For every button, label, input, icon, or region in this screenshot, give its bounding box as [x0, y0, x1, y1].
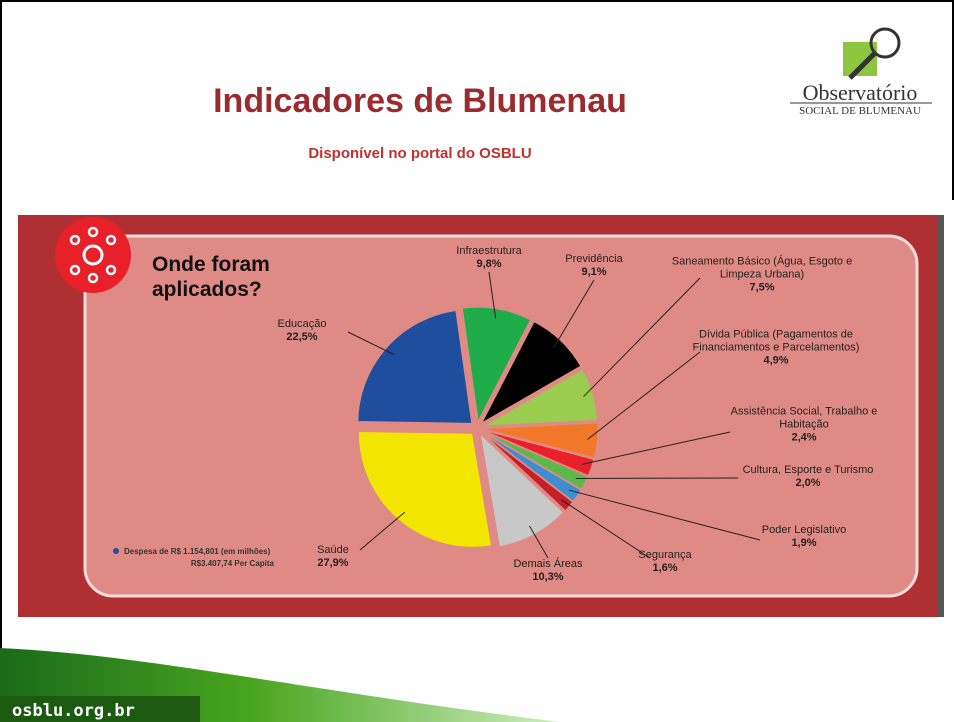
- slice-value: 10,3%: [532, 571, 564, 583]
- chart-title: Onde foram aplicados?: [152, 253, 270, 301]
- logo-subtitle: SOCIAL DE BLUMENAU: [799, 105, 921, 117]
- slice-name: Assistência Social, Trabalho e Habitação: [730, 405, 878, 431]
- leader-line: [581, 431, 731, 465]
- slice-name: Infraestrutura: [456, 245, 522, 257]
- slice-name: Saneamento Básico (Água, Esgoto e Limpez…: [671, 255, 853, 281]
- pie-slice: [482, 430, 589, 490]
- footer-url: osblu.org.br: [12, 701, 135, 721]
- slice-name: Cultura, Esporte e Turismo: [742, 464, 874, 476]
- slice-label: Assistência Social, Trabalho e Habitação…: [719, 406, 889, 445]
- slice-label: Dívida Pública (Pagamentos de Financiame…: [681, 329, 871, 368]
- chart-note: Despesa de R$ 1.154,801 (em milhões): [124, 547, 271, 556]
- slide-title: Indicadores de Blumenau: [213, 82, 627, 120]
- slice-value: 2,4%: [791, 431, 817, 444]
- slice-value: 4,9%: [763, 354, 789, 367]
- pie-slice: [483, 368, 599, 427]
- slice-label: Saúde 27,9%: [303, 544, 363, 570]
- pie-slice: [357, 309, 473, 424]
- slice-value: 2,0%: [795, 477, 821, 489]
- chart-icon: [55, 217, 131, 293]
- leader-line: [528, 525, 549, 559]
- pie-slice: [480, 320, 582, 425]
- leader-line: [488, 271, 497, 319]
- leader-line: [553, 279, 595, 349]
- slice-name: Poder Legislativo: [761, 524, 847, 536]
- slice-label: Previdência 9,1%: [554, 253, 634, 279]
- slice-name: Saúde: [317, 544, 349, 556]
- pie-slice: [357, 430, 493, 548]
- panel-edge: [938, 215, 944, 617]
- leader-line: [587, 351, 701, 440]
- leader-line: [359, 511, 406, 551]
- slice-value: 7,5%: [749, 281, 775, 294]
- pie-slice: [481, 432, 574, 512]
- slice-value: 9,8%: [476, 258, 502, 270]
- pie-slice: [483, 429, 595, 477]
- logo: Observatório SOCIAL DE BLUMENAU: [790, 27, 932, 117]
- slice-label: Cultura, Esporte e Turismo 2,0%: [728, 464, 888, 490]
- slice-name: Dívida Pública (Pagamentos de Financiame…: [692, 328, 860, 354]
- slice-label: Educação 22,5%: [267, 318, 337, 344]
- leader-line: [561, 499, 651, 559]
- slice-value: 9,1%: [581, 266, 607, 278]
- pie-slice: [461, 306, 532, 423]
- slide-subtitle: Disponível no portal do OSBLU: [308, 145, 531, 162]
- slice-value: 27,9%: [317, 557, 349, 569]
- slice-name: Demais Áreas: [513, 558, 583, 570]
- slice-name: Educação: [277, 318, 327, 330]
- logo-name: Observatório: [803, 80, 918, 105]
- slice-label: Saneamento Básico (Água, Esgoto e Limpez…: [667, 256, 857, 295]
- slice-value: 22,5%: [286, 331, 318, 343]
- chart-note: R$3.407,74 Per Capita: [191, 559, 275, 568]
- slice-name: Segurança: [638, 549, 692, 561]
- leader-line: [568, 489, 761, 541]
- note-bullet: [113, 548, 119, 554]
- slice-value: 1,6%: [652, 562, 678, 574]
- leader-line: [583, 277, 701, 398]
- slice-label: Demais Áreas 10,3%: [503, 558, 593, 584]
- pie-slice: [482, 431, 582, 503]
- slice-label: Infraestrutura 9,8%: [444, 245, 534, 271]
- pie-slice: [483, 422, 599, 459]
- slice-value: 1,9%: [791, 537, 817, 549]
- leader-line: [347, 331, 395, 355]
- footer: osblu.org.br: [0, 648, 560, 722]
- slice-label: Poder Legislativo 1,9%: [744, 524, 864, 550]
- slice-label: Segurança 1,6%: [625, 549, 705, 575]
- slice-name: Previdência: [565, 253, 623, 265]
